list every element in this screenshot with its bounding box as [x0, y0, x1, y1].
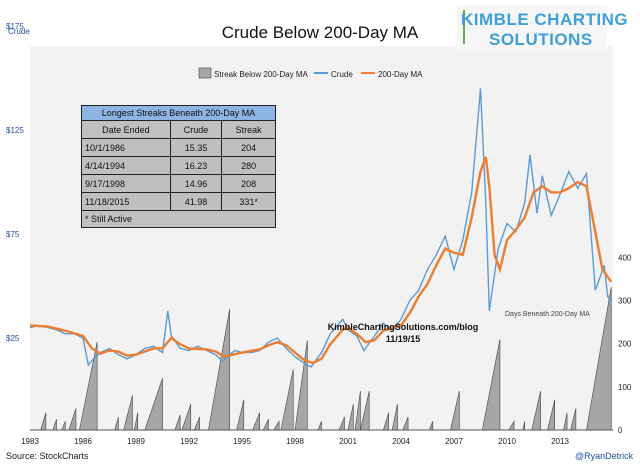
legend-label-ma: 200-Day MA — [378, 70, 423, 79]
y-left-tick-label: $125 — [6, 126, 24, 135]
legend-swatch-streak — [198, 67, 212, 79]
table-note: * Still Active — [81, 210, 276, 228]
annotation-site: KimbleChartingSolutions.com/blog — [328, 322, 479, 332]
x-tick-label: 2007 — [445, 437, 463, 446]
ma200-line — [29, 156, 613, 365]
annotation-days-beneath: Days Beneath 200-Day MA — [505, 311, 590, 318]
y-right-tick-label: 100 — [618, 383, 632, 392]
table-cell-date: 9/17/1998 — [81, 174, 171, 193]
table-row: 10/1/1986 15.35 204 — [81, 138, 276, 157]
table-cell-date: 4/14/1994 — [81, 156, 171, 175]
streaks-table: Longest Streaks Beneath 200-Day MA Date … — [81, 105, 276, 228]
logo-line-2: SOLUTIONS — [489, 30, 593, 49]
y-right-tick-label: 400 — [618, 253, 632, 262]
table-cell-streak: 208 — [221, 174, 276, 193]
plot-area — [30, 46, 613, 430]
table-cell-crude: 15.35 — [169, 138, 223, 157]
y-right-tick-label: 300 — [618, 296, 632, 305]
x-tick-label: 2013 — [551, 437, 569, 446]
y-left-tick-label: $175 — [6, 22, 24, 31]
table-cell-date: 10/1/1986 — [81, 138, 171, 157]
y-right-tick-label: 200 — [618, 340, 632, 349]
table-note-row: * Still Active — [81, 210, 276, 228]
annotation-date: 11/19/15 — [386, 334, 421, 344]
y-left-tick-label: $75 — [6, 230, 20, 239]
logo-accent-bar — [463, 10, 465, 44]
table-cell-crude: 14.96 — [169, 174, 223, 193]
y-right-tick-label: 0 — [618, 426, 623, 435]
x-tick-label: 2010 — [498, 437, 516, 446]
table-row: 11/18/2015 41.98 331* — [81, 192, 276, 211]
y-axis-label: Crude — [8, 27, 30, 36]
logo-line-1: KIMBLE CHARTING — [461, 10, 629, 29]
table-cell-crude: 16.23 — [169, 156, 223, 175]
crude-line — [29, 88, 612, 369]
table-row: 9/17/1998 14.96 208 — [81, 174, 276, 193]
x-tick-label: 1992 — [180, 437, 198, 446]
table-header-streak: Streak — [221, 120, 276, 139]
table-cell-date: 11/18/2015 — [81, 192, 171, 211]
table-title: Longest Streaks Beneath 200-Day MA — [81, 105, 276, 121]
x-tick-label: 1998 — [286, 437, 304, 446]
table-header-crude: Crude — [169, 120, 223, 139]
footer-source: Source: StockCharts — [6, 451, 89, 461]
table-cell-crude: 41.98 — [169, 192, 223, 211]
table-header-row: Date Ended Crude Streak — [81, 120, 276, 139]
table-cell-streak: 280 — [221, 156, 276, 175]
x-tick-label: 2001 — [339, 437, 357, 446]
table-cell-streak: 331* — [221, 192, 276, 211]
x-tick-label: 1986 — [74, 437, 92, 446]
table-row: 4/14/1994 16.23 280 — [81, 156, 276, 175]
table-header-date: Date Ended — [81, 120, 171, 139]
legend-label-streak: Streak Below 200-Day MA — [214, 70, 308, 79]
x-tick-label: 1989 — [127, 437, 145, 446]
y-left-tick-label: $25 — [6, 334, 20, 343]
footer-handle: @RyanDetrick — [575, 451, 634, 461]
x-tick-label: 1995 — [233, 437, 251, 446]
x-tick-label: 1983 — [21, 437, 39, 446]
chart-title: Crude Below 200-Day MA — [222, 23, 419, 42]
table-cell-streak: 204 — [221, 138, 276, 157]
x-tick-label: 2004 — [392, 437, 410, 446]
kimble-logo: KIMBLE CHARTING SOLUTIONS — [457, 6, 628, 50]
legend-label-crude: Crude — [331, 70, 353, 79]
table-title-row: Longest Streaks Beneath 200-Day MA — [81, 105, 276, 121]
